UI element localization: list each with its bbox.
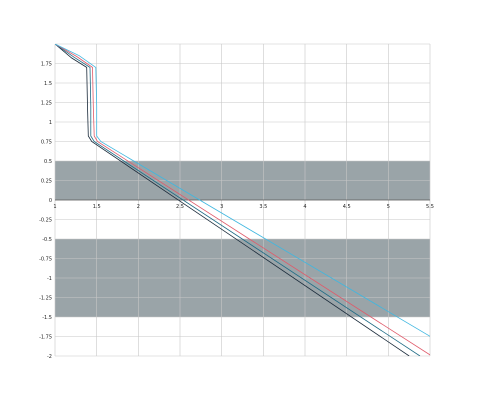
x-tick-label: 3.5 — [259, 204, 267, 210]
y-tick-label: -0.75 — [39, 257, 52, 263]
x-tick-label: 5.5 — [426, 204, 434, 210]
y-tick-label: -1 — [47, 276, 52, 282]
x-tick-label: 4 — [303, 204, 306, 210]
y-tick-label: -1.25 — [39, 296, 52, 302]
y-tick-label: 0.25 — [41, 179, 52, 185]
y-tick-label: -0.25 — [39, 218, 52, 224]
x-tick-label: 1.5 — [93, 204, 101, 210]
x-tick-label: 3 — [220, 204, 223, 210]
x-tick-label: 4.5 — [343, 204, 351, 210]
y-tick-label: 1.75 — [41, 62, 52, 68]
grid-lines — [54, 43, 431, 357]
y-tick-label: -0.5 — [42, 237, 52, 243]
y-tick-label: -2 — [47, 354, 52, 360]
x-tick-label: 5 — [387, 204, 390, 210]
series-line-0 — [55, 44, 410, 356]
x-tick-labels: 1 1.5 2 2.5 3 3.5 4 4.5 5 5.5 — [53, 204, 434, 210]
x-tick-label: 1 — [53, 204, 56, 210]
x-tick-label: 2.5 — [176, 204, 184, 210]
y-tick-label: 1.25 — [41, 101, 52, 107]
series-line-3 — [55, 44, 430, 337]
y-tick-label: 0.5 — [44, 159, 52, 165]
y-tick-label: 0 — [49, 198, 52, 204]
series-lines — [55, 44, 430, 356]
y-tick-label: -1.5 — [42, 315, 52, 321]
series-line-2 — [55, 44, 430, 356]
y-tick-labels: 1.75 1.5 1.25 1 0.75 0.5 0.25 0 -0.25 -0.5 -0.75 -1… — [39, 62, 52, 361]
series-line-1 — [55, 44, 421, 356]
y-tick-label: 0.75 — [41, 140, 52, 146]
y-tick-label: -1.75 — [39, 335, 52, 341]
y-tick-label: 1.5 — [44, 81, 52, 87]
x-tick-label: 2 — [137, 204, 140, 210]
y-tick-label: 1 — [49, 120, 52, 126]
